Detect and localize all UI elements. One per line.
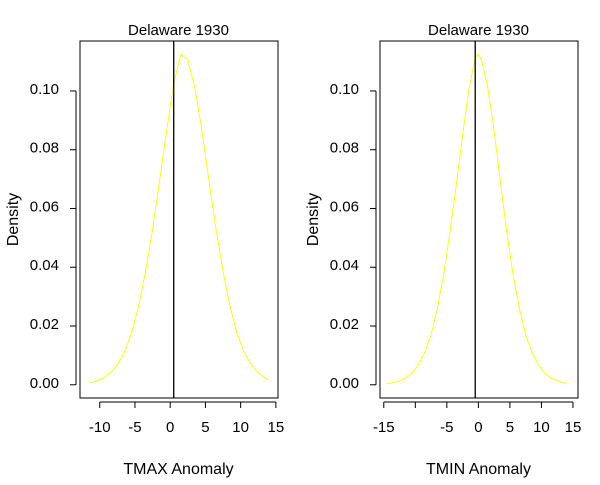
y-tick-label: 0.06 xyxy=(330,198,359,215)
panel-tmax: Delaware 1930 -10 -5 0 5 10 15 0.000.020.040.… xyxy=(5,22,284,478)
y-tick-label: 0.04 xyxy=(330,257,359,274)
y-tick-label: 0.06 xyxy=(30,198,59,215)
chart-title: Delaware 1930 xyxy=(428,22,529,39)
x-tick-label: 0 xyxy=(474,419,482,436)
x-tick-label: -10 xyxy=(89,419,111,436)
x-tick-label: 10 xyxy=(232,419,249,436)
y-axis: 0.00 0.02 0.04 0.06 0.08 0.10 xyxy=(30,81,77,392)
y-axis-label: Density xyxy=(5,193,22,246)
y-tick-label: 0.04 xyxy=(30,257,59,274)
chart-title: Delaware 1930 xyxy=(128,22,229,39)
y-tick-label: 0.00 xyxy=(330,375,359,392)
x-tick-label: 10 xyxy=(533,419,550,436)
x-axis: -15 -5 0 5 10 15 xyxy=(373,401,582,436)
x-axis: -10 -5 0 5 10 15 xyxy=(89,401,285,436)
x-tick-label: 15 xyxy=(565,419,582,436)
density-curve xyxy=(89,53,270,384)
x-tick-label: 5 xyxy=(506,419,514,436)
density-curve xyxy=(386,53,567,385)
x-tick-label: 15 xyxy=(268,419,285,436)
y-tick-label: 0.10 xyxy=(30,81,59,98)
y-tick-label: 0.02 xyxy=(330,316,359,333)
x-tick-label: 5 xyxy=(201,419,209,436)
panel-tmin: Delaware 1930 -15 -5 0 5 10 15 0.000.020.040.… xyxy=(305,22,581,478)
y-tick-label: 0.00 xyxy=(30,375,59,392)
y-axis: 0.00 0.02 0.04 0.06 0.08 0.10 xyxy=(330,81,377,392)
y-tick-label: 0.08 xyxy=(330,140,359,157)
plot-frame xyxy=(379,40,579,399)
x-axis-label: TMIN Anomaly xyxy=(426,461,531,478)
y-axis-label: Density xyxy=(305,193,322,246)
x-tick-label: -15 xyxy=(373,419,395,436)
y-tick-label: 0.10 xyxy=(330,81,359,98)
plot-frame xyxy=(79,40,279,399)
x-tick-label: -5 xyxy=(128,419,141,436)
x-tick-label: -5 xyxy=(440,419,453,436)
x-axis-label: TMAX Anomaly xyxy=(123,461,233,478)
x-tick-label: 0 xyxy=(166,419,174,436)
y-tick-label: 0.08 xyxy=(30,140,59,157)
y-tick-label: 0.02 xyxy=(30,316,59,333)
